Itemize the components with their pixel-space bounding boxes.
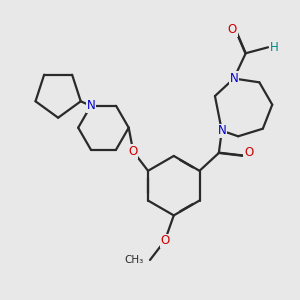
Text: CH₃: CH₃ — [125, 255, 144, 265]
Text: H: H — [270, 41, 278, 54]
Text: O: O — [228, 23, 237, 36]
Text: O: O — [160, 234, 170, 247]
Text: N: N — [230, 72, 238, 85]
Text: N: N — [218, 124, 226, 137]
Text: O: O — [129, 145, 138, 158]
Text: O: O — [244, 146, 253, 160]
Text: N: N — [86, 99, 95, 112]
